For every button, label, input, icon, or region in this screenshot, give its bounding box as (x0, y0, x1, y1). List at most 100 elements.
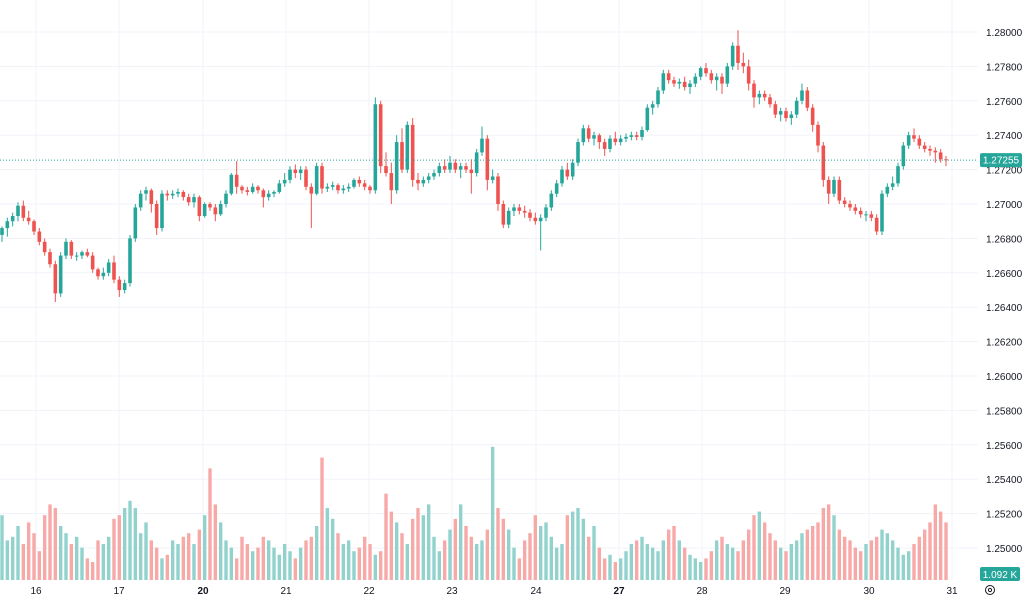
volume-bar (304, 540, 308, 580)
candle-body (357, 179, 362, 184)
volume-bar (442, 540, 447, 580)
volume-bar (384, 493, 388, 580)
candle-body (144, 190, 148, 194)
volume-bar (432, 536, 436, 580)
candle-body (634, 135, 639, 137)
volume-bar (896, 547, 900, 580)
candle-body (602, 142, 607, 149)
volume-bar (901, 554, 906, 580)
volume-bar (181, 536, 186, 580)
volume-bar (128, 500, 132, 580)
volume-bar (218, 522, 223, 580)
volume-bar (640, 536, 644, 580)
volume-bar (762, 522, 767, 580)
volume-bar (874, 536, 879, 580)
candle-body (250, 186, 255, 192)
candle-body (629, 135, 634, 137)
volume-bar (346, 540, 351, 580)
candle-body (368, 186, 372, 191)
price-tick-label: 1.27800 (986, 62, 1023, 73)
price-tick-label: 1.25600 (986, 441, 1023, 452)
volume-bar (917, 536, 922, 580)
candle-body (224, 193, 228, 204)
volume-bar (512, 547, 516, 580)
volume-bar (656, 551, 660, 580)
volume-bar (202, 515, 207, 580)
volume-bar (704, 558, 708, 580)
volume-bar (928, 522, 932, 580)
time-axis[interactable]: 16 17 20 21 22 23 24 27 28 29 30 31 (30, 586, 958, 597)
candle-body (266, 193, 271, 198)
settings-icon[interactable] (985, 585, 995, 595)
volume-bar (453, 518, 458, 580)
volume-bar (133, 508, 138, 580)
candle-body (501, 204, 506, 225)
candle-body (618, 138, 623, 143)
candle-body (410, 124, 415, 180)
volume-bar (842, 536, 847, 580)
candle-body (10, 216, 15, 222)
volume-bar (608, 554, 612, 580)
candle-body (768, 97, 772, 105)
volume-bar (714, 540, 719, 580)
last-price-label: 1.27255 (980, 153, 1022, 168)
candle-body (288, 169, 292, 180)
candle-body (885, 186, 890, 194)
time-tick-label: 20 (197, 586, 209, 597)
candle-body (421, 179, 426, 184)
candle-body (197, 197, 202, 217)
candle-body (437, 166, 442, 174)
volume-bar (688, 554, 692, 580)
candle-body (213, 207, 218, 215)
volume-bar (240, 536, 244, 580)
volume-bar (416, 508, 420, 580)
candle-body (576, 142, 580, 163)
candle-body (53, 264, 58, 294)
volume-bar (410, 518, 415, 580)
volume-bar (858, 551, 863, 580)
candle-body (762, 93, 767, 98)
candle-body (938, 152, 943, 160)
candle-body (496, 176, 500, 204)
candle-body (666, 73, 671, 81)
candle-body (442, 166, 447, 170)
candle-body (800, 90, 804, 101)
volume-bar (224, 540, 228, 580)
candle-body (506, 210, 511, 225)
candle-body (933, 150, 938, 153)
candle-body (405, 124, 410, 170)
candle-body (106, 262, 111, 273)
candle-body (229, 174, 234, 194)
volume-bar (298, 547, 303, 580)
candle-body (330, 185, 335, 187)
candle-body (96, 269, 100, 277)
candle-body (117, 279, 122, 290)
volume-bar (634, 540, 639, 580)
candle-body (80, 252, 84, 256)
volume-bar (490, 446, 495, 580)
price-axis[interactable]: 1.28000 1.27800 1.27600 1.27400 1.27200 1.270… (986, 28, 1023, 555)
price-tick-label: 1.25400 (986, 475, 1023, 486)
volume-bar (570, 511, 575, 580)
volume-bar (288, 551, 292, 580)
price-tick-label: 1.25000 (986, 544, 1023, 555)
time-tick-label: 21 (280, 586, 292, 597)
price-tick-label: 1.26600 (986, 269, 1023, 280)
volume-bar (496, 508, 500, 580)
candle-body (704, 68, 708, 74)
candle-body (384, 166, 388, 174)
candle-body (426, 176, 431, 180)
volume-bar (549, 536, 554, 580)
candle-body (821, 145, 826, 180)
volume-bar (661, 540, 666, 580)
candle-body (373, 104, 378, 191)
volume-bar (362, 536, 367, 580)
volume-bar (629, 544, 634, 580)
volume-bar (21, 544, 26, 580)
candle-body (352, 179, 356, 187)
volume-bar (352, 551, 356, 580)
candle-body (453, 162, 458, 170)
